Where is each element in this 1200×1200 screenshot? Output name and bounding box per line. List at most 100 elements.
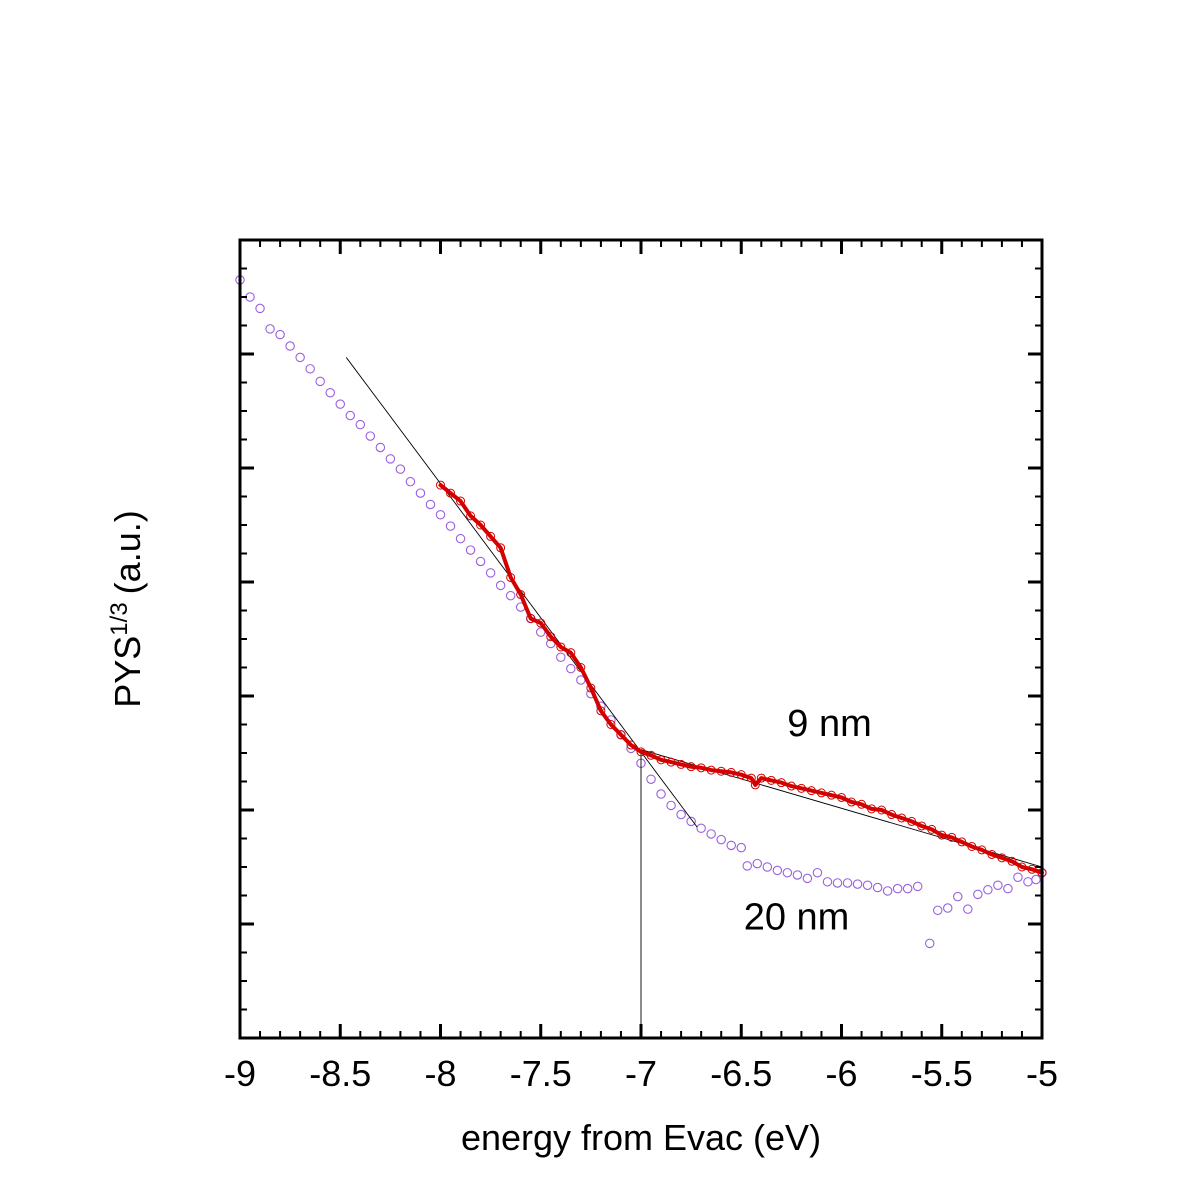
data-point-20nm — [485, 568, 496, 578]
data-point-20nm — [495, 580, 506, 591]
data-point-20nm — [742, 861, 753, 871]
data-point-20nm — [265, 324, 275, 334]
x-tick-label: -5.5 — [911, 1053, 973, 1094]
data-point-20nm — [862, 880, 873, 890]
data-point-20nm — [782, 867, 793, 878]
data-point-20nm — [852, 879, 863, 889]
data-point-9nm — [446, 488, 456, 498]
data-point-20nm — [792, 870, 803, 880]
data-point-20nm — [993, 880, 1003, 890]
data-point-20nm — [726, 840, 736, 851]
data-point-20nm — [822, 877, 833, 887]
x-axis-label: energy from Evac (eV) — [461, 1117, 821, 1158]
data-point-20nm — [1031, 874, 1041, 885]
y-axis-label-main: PYS — [107, 636, 148, 708]
data-point-20nm — [832, 878, 843, 888]
x-tick-label: -6 — [825, 1053, 857, 1094]
data-point-9nm — [750, 780, 760, 790]
data-point-20nm — [345, 410, 356, 421]
data-point-20nm — [1023, 877, 1033, 887]
data-point-9nm — [486, 531, 496, 541]
data-point-20nm — [983, 885, 993, 895]
data-point-20nm — [275, 329, 285, 340]
data-point-9nm — [476, 520, 486, 530]
data-point-20nm — [963, 904, 973, 914]
x-tick-label: -8.5 — [309, 1053, 371, 1094]
y-axis-label-superscript: 1/3 — [106, 602, 133, 635]
annotation-20nm: 20 nm — [744, 897, 850, 939]
data-point-20nm — [465, 545, 476, 555]
data-point-20nm — [295, 352, 305, 363]
data-point-9nm — [606, 720, 616, 729]
data-point-20nm — [1003, 883, 1013, 894]
data-point-20nm — [842, 878, 853, 888]
data-point-20nm — [812, 867, 823, 878]
data-point-20nm — [305, 364, 315, 374]
x-tick-label: -6.5 — [710, 1053, 772, 1094]
x-tick-label: -8 — [424, 1053, 456, 1094]
data-point-20nm — [355, 419, 366, 430]
data-point-20nm — [772, 865, 783, 876]
data-point-20nm — [1013, 872, 1023, 883]
x-tick-labels: -9 -8.5 -8 -7.5 -7 -6.5 -6 -5.5 -5 — [224, 1053, 1058, 1094]
data-point-20nm — [902, 883, 913, 894]
data-point-20nm — [696, 823, 706, 833]
data-point-9nm — [626, 740, 636, 750]
data-point-20nm — [365, 431, 376, 441]
data-point-20nm — [882, 886, 893, 896]
data-point-20nm — [932, 905, 943, 916]
data-point-20nm — [445, 521, 456, 531]
data-point-9nm — [616, 730, 626, 740]
data-point-20nm — [425, 499, 436, 510]
data-point-20nm — [505, 590, 516, 601]
fit-lines — [345, 357, 1043, 1038]
data-point-20nm — [435, 509, 446, 520]
data-point-20nm — [405, 476, 416, 487]
data-point-20nm — [415, 488, 426, 498]
data-point-9nm — [436, 480, 445, 490]
data-point-20nm — [736, 842, 746, 853]
data-point-20nm — [375, 442, 386, 453]
data-point-20nm — [686, 816, 696, 827]
data-point-20nm — [762, 862, 773, 872]
data-point-20nm — [245, 292, 255, 302]
data-point-20nm — [566, 663, 576, 674]
data-point-20nm — [535, 627, 546, 637]
data-point-20nm — [556, 652, 566, 662]
data-point-20nm — [892, 883, 903, 894]
data-point-20nm — [335, 399, 345, 409]
y-axis-label-unit: (a.u.) — [107, 510, 148, 594]
data-point-20nm — [656, 789, 666, 799]
y-axis-label: PYS1/3 (a.u.) — [106, 510, 149, 707]
data-point-20nm — [315, 376, 325, 387]
data-point-20nm — [676, 809, 686, 820]
x-tick-label: -5 — [1026, 1053, 1058, 1094]
data-point-20nm — [255, 303, 265, 314]
data-point-20nm — [455, 533, 466, 544]
data-point-9nm — [466, 511, 476, 521]
data-point-20nm — [325, 388, 335, 398]
data-point-20nm — [646, 774, 656, 784]
data-point-20nm — [943, 903, 953, 913]
axis-ticks — [238, 238, 1044, 1040]
x-tick-label: -7.5 — [510, 1053, 572, 1094]
data-point-20nm — [912, 881, 923, 892]
data-point-20nm — [752, 858, 763, 869]
data-point-20nm — [475, 556, 486, 567]
data-point-20nm — [973, 889, 983, 900]
data-point-20nm — [395, 464, 406, 474]
data-point-20nm — [953, 891, 963, 902]
data-point-20nm — [285, 341, 295, 351]
series-9nm — [436, 480, 1047, 878]
data-point-20nm — [385, 454, 396, 464]
x-tick-label: -7 — [625, 1053, 657, 1094]
annotation-9nm: 9 nm — [787, 703, 871, 745]
data-point-20nm — [716, 834, 726, 845]
data-point-9nm — [456, 496, 466, 506]
data-point-20nm — [924, 938, 935, 949]
data-point-20nm — [666, 800, 676, 811]
series-line-9nm — [438, 483, 1044, 875]
x-tick-label: -9 — [224, 1053, 256, 1094]
data-point-9nm — [546, 632, 556, 642]
